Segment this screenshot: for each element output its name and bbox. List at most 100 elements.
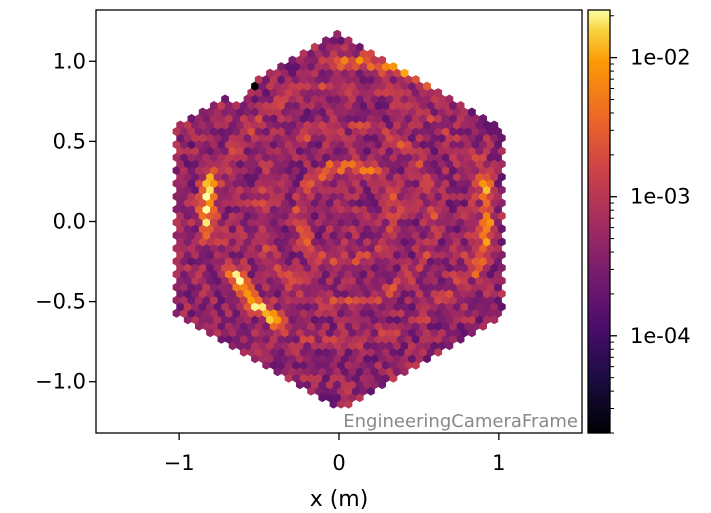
sensor-pixel <box>430 159 439 169</box>
sensor-pixel <box>269 243 278 253</box>
sensor-pixel <box>348 380 357 390</box>
sensor-pixel <box>206 107 215 117</box>
sensor-pixel <box>441 204 450 214</box>
sensor-pixel <box>277 217 286 227</box>
sensor-pixel <box>389 243 398 253</box>
sensor-pixel <box>273 276 282 286</box>
sensor-pixel <box>318 68 327 78</box>
sensor-pixel <box>486 295 495 305</box>
sensor-pixel <box>456 191 465 201</box>
sensor-pixel <box>363 289 372 299</box>
sensor-pixel <box>378 120 386 130</box>
sensor-pixel <box>381 373 390 383</box>
sensor-pixel <box>224 282 233 292</box>
sensor-pixel <box>456 217 465 227</box>
sensor-pixel <box>337 101 345 111</box>
sensor-pixel <box>258 276 267 286</box>
sensor-pixel <box>254 127 263 137</box>
sensor-pixel <box>292 360 301 370</box>
sensor-pixel <box>310 380 319 390</box>
sensor-pixel <box>494 165 502 175</box>
sensor-pixel <box>494 230 502 240</box>
sensor-pixel <box>221 198 229 208</box>
sensor-pixel <box>426 114 435 124</box>
sensor-pixel <box>352 295 360 305</box>
sensor-pixel <box>266 224 274 234</box>
sensor-pixel <box>307 243 315 253</box>
sensor-pixel <box>232 140 241 150</box>
sensor-pixel <box>329 386 338 396</box>
sensor-pixel <box>352 101 360 111</box>
sensor-pixel <box>471 321 480 331</box>
sensor-pixel <box>224 243 233 253</box>
sensor-pixel <box>247 282 256 292</box>
sensor-pixel <box>404 230 413 240</box>
sensor-pixel <box>303 276 312 286</box>
sensor-pixel <box>284 269 293 279</box>
sensor-pixel <box>355 393 364 403</box>
sensor-pixel <box>415 276 424 286</box>
sensor-pixel <box>325 68 334 78</box>
sensor-pixel <box>228 146 237 156</box>
sensor-pixel <box>187 256 196 266</box>
sensor-pixel <box>258 185 267 195</box>
sensor-pixel <box>374 308 383 318</box>
sensor-pixel <box>191 250 200 260</box>
sensor-pixel <box>445 198 454 208</box>
sensor-pixel <box>329 269 338 279</box>
sensor-pixel <box>236 263 244 273</box>
sensor-pixel <box>363 159 372 169</box>
sensor-pixel <box>344 127 353 137</box>
sensor-pixel <box>251 81 259 91</box>
sensor-pixel <box>258 224 267 234</box>
sensor-pixel <box>370 198 379 208</box>
sensor-pixel <box>307 127 315 137</box>
sensor-pixel <box>426 88 435 98</box>
sensor-pixel <box>266 237 274 247</box>
sensor-pixel <box>239 308 248 318</box>
sensor-pixel <box>213 315 222 325</box>
sensor-pixel <box>333 133 342 143</box>
sensor-pixel <box>479 321 487 331</box>
sensor-pixel <box>224 256 233 266</box>
sensor-pixel <box>453 198 461 208</box>
sensor-pixel <box>307 140 315 150</box>
sensor-pixel <box>363 107 372 117</box>
sensor-pixel <box>172 269 181 279</box>
sensor-pixel <box>288 341 297 351</box>
sensor-pixel <box>333 380 342 390</box>
sensor-pixel <box>281 237 289 247</box>
sensor-pixel <box>258 237 267 247</box>
sensor-pixel <box>243 328 252 338</box>
sensor-pixel <box>273 263 282 273</box>
sensor-pixel <box>314 386 323 396</box>
sensor-pixel <box>296 133 304 143</box>
sensor-pixel <box>318 315 327 325</box>
sensor-pixel <box>329 101 338 111</box>
sensor-pixel <box>408 172 416 182</box>
sensor-pixel <box>191 198 200 208</box>
sensor-pixel <box>482 250 491 260</box>
sensor-pixel <box>303 263 312 273</box>
sensor-pixel <box>254 140 263 150</box>
sensor-pixel <box>449 191 458 201</box>
sensor-pixel <box>258 250 267 260</box>
sensor-pixel <box>438 302 446 312</box>
sensor-pixel <box>482 263 491 273</box>
sensor-pixel <box>408 224 416 234</box>
sensor-pixel <box>344 101 353 111</box>
sensor-pixel <box>202 282 211 292</box>
sensor-pixel <box>337 127 345 137</box>
sensor-pixel <box>363 55 372 65</box>
sensor-pixel <box>232 204 241 214</box>
sensor-pixel <box>318 120 327 130</box>
sensor-pixel <box>393 237 401 247</box>
sensor-pixel <box>408 328 416 338</box>
sensor-pixel <box>281 133 289 143</box>
sensor-pixel <box>206 315 215 325</box>
sensor-pixel <box>419 230 428 240</box>
sensor-pixel <box>381 347 390 357</box>
sensor-pixel <box>172 152 181 162</box>
sensor-pixel <box>355 380 364 390</box>
sensor-pixel <box>494 269 502 279</box>
